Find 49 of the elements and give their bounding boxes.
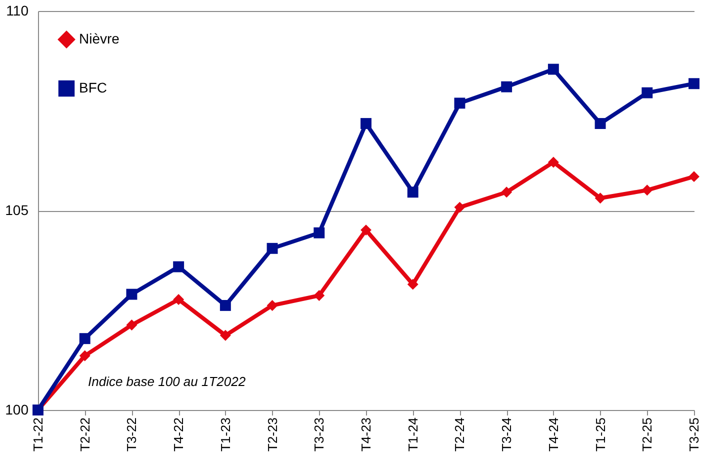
point: [266, 300, 278, 311]
point: [126, 320, 138, 330]
point: [173, 261, 184, 272]
x-tick-label: T3-22: [124, 418, 140, 452]
x-tick-label: T2-23: [264, 418, 280, 452]
point: [501, 81, 512, 92]
point: [688, 171, 700, 182]
point: [220, 300, 231, 311]
x-tick-label: T2-24: [452, 418, 468, 452]
x-tick-label: T1-24: [405, 418, 420, 452]
x-tick-label: T2-25: [640, 418, 655, 452]
y-tick-label: 100: [5, 402, 29, 418]
x-tick-label: T4-23: [358, 418, 374, 452]
point: [79, 333, 90, 344]
y-tick-label: 105: [5, 202, 29, 218]
point: [642, 184, 653, 196]
point: [79, 350, 90, 362]
point: [688, 78, 700, 90]
point: [314, 227, 325, 238]
point: [360, 224, 372, 236]
x-tick-label: T1-25: [592, 418, 608, 452]
point: [594, 192, 606, 204]
point: [126, 288, 138, 300]
point: [407, 278, 418, 290]
x-tick-label: T4-22: [171, 418, 186, 452]
y-tick-label: 110: [6, 2, 29, 18]
x-tick-label: T4-24: [546, 418, 561, 452]
x-tick-label: T2-22: [77, 418, 92, 452]
x-tick-label: T3-24: [499, 418, 514, 452]
point: [173, 294, 184, 305]
point: [548, 64, 559, 75]
point: [594, 118, 606, 129]
point: [548, 156, 559, 168]
point: [314, 290, 325, 301]
x-tick-label: T1-22: [30, 418, 46, 452]
x-tick-label: T1-23: [218, 418, 233, 452]
point: [642, 87, 653, 98]
annotation: Indice base 100 au 1T2022: [88, 374, 246, 389]
point: [266, 242, 278, 254]
legend-label: Nièvre: [79, 30, 120, 46]
point: [454, 202, 466, 213]
x-tick-label: T3-23: [312, 418, 327, 452]
point: [407, 186, 418, 198]
point: [454, 98, 466, 109]
point: [220, 330, 231, 341]
point: [360, 118, 372, 129]
point: [501, 186, 512, 198]
x-tick-label: T3-25: [686, 418, 702, 452]
legend-label: BFC: [79, 80, 107, 96]
